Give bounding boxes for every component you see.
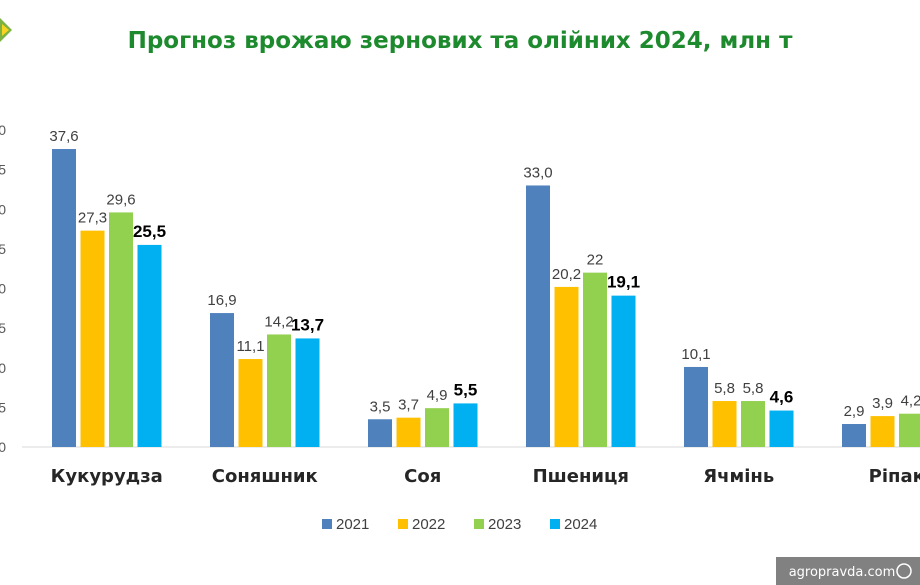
bar-2024 bbox=[611, 295, 636, 447]
bars bbox=[52, 149, 920, 447]
data-labels: 37,6 27,3 29,6 25,5 16,9 11,114,213,7 3,5 3,7 4,… bbox=[49, 128, 920, 420]
data-label: 27,3 bbox=[78, 210, 107, 227]
y-tick-label: 35 bbox=[0, 162, 6, 178]
bar-2024 bbox=[769, 410, 794, 447]
data-label: 3,9 bbox=[872, 395, 893, 412]
data-label: 10,1 bbox=[681, 346, 710, 363]
category-label: Ячмінь bbox=[703, 466, 774, 487]
data-label: 20,2 bbox=[552, 266, 581, 283]
y-axis: 0 5 10 15 20 25 30 35 40 bbox=[0, 122, 6, 455]
data-label: 19,1 bbox=[607, 273, 640, 292]
data-label: 33,0 bbox=[523, 164, 552, 181]
data-label: 14,2 bbox=[264, 313, 293, 330]
watermark-text: agropravda.com bbox=[789, 565, 896, 580]
bar-2022 bbox=[554, 286, 579, 447]
legend-label: 2022 bbox=[412, 516, 445, 533]
bar-2023 bbox=[425, 408, 449, 447]
bar-2024 bbox=[453, 403, 478, 447]
bar-2021 bbox=[368, 419, 392, 447]
y-tick-label: 0 bbox=[0, 439, 6, 455]
data-label: 16,9 bbox=[207, 292, 236, 309]
category-label: Соя bbox=[404, 466, 441, 487]
bar-2022 bbox=[396, 417, 421, 447]
legend-label: 2023 bbox=[488, 516, 521, 533]
data-label: 22 bbox=[587, 252, 604, 269]
y-tick-label: 5 bbox=[0, 399, 6, 415]
data-label: 37,6 bbox=[49, 128, 78, 145]
legend-swatch bbox=[550, 519, 560, 529]
data-label: 3,7 bbox=[398, 397, 419, 414]
data-label: 4,6 bbox=[770, 388, 794, 407]
globe-icon bbox=[896, 563, 912, 579]
data-label: 5,8 bbox=[743, 380, 764, 397]
bar-2022 bbox=[870, 416, 895, 447]
bar-2021 bbox=[210, 313, 234, 447]
legend-label: 2024 bbox=[564, 516, 597, 533]
bar-2021 bbox=[52, 149, 76, 447]
y-tick-label: 30 bbox=[0, 201, 6, 217]
bar-2021 bbox=[526, 185, 550, 447]
data-label: 4,2 bbox=[901, 393, 920, 410]
legend-swatch bbox=[322, 519, 332, 529]
watermark: agropravda.com bbox=[776, 557, 920, 585]
category-label: Соняшник bbox=[212, 466, 318, 487]
legend-swatch bbox=[398, 519, 408, 529]
legend: 2021 2022 2023 2024 bbox=[322, 516, 597, 533]
bar-2023 bbox=[109, 212, 133, 447]
legend-swatch bbox=[474, 519, 484, 529]
legend-label: 2021 bbox=[336, 516, 369, 533]
bar-2022 bbox=[238, 359, 263, 447]
data-label: 5,5 bbox=[454, 380, 478, 399]
data-label: 5,8 bbox=[714, 380, 735, 397]
category-label: Ріпак bbox=[869, 466, 920, 487]
bar-2022 bbox=[712, 401, 737, 447]
data-label: 13,7 bbox=[291, 315, 324, 334]
bar-2024 bbox=[137, 244, 162, 447]
data-label: 4,9 bbox=[427, 387, 448, 404]
bar-2023 bbox=[267, 334, 291, 447]
data-label: 3,5 bbox=[370, 398, 391, 415]
data-label: 29,6 bbox=[106, 191, 135, 208]
data-label: 25,5 bbox=[133, 222, 166, 241]
category-label: Пшениця bbox=[533, 466, 629, 487]
category-labels: Кукурудза Соняшник Соя Пшениця Ячмінь Ріпак bbox=[51, 466, 920, 487]
bar-2023 bbox=[583, 272, 607, 447]
bar-2023 bbox=[741, 401, 765, 447]
chart-title: Прогноз врожаю зернових та олійних 2024,… bbox=[128, 28, 793, 54]
bar-2021 bbox=[684, 366, 708, 447]
y-tick-label: 25 bbox=[0, 241, 6, 257]
logo-icon bbox=[0, 18, 12, 42]
bar-2024 bbox=[295, 338, 320, 447]
bar-2023 bbox=[899, 413, 920, 447]
y-tick-label: 10 bbox=[0, 360, 6, 376]
y-tick-label: 20 bbox=[0, 281, 6, 297]
y-tick-label: 15 bbox=[0, 320, 6, 336]
y-tick-label: 40 bbox=[0, 122, 6, 138]
data-label: 11,1 bbox=[236, 338, 264, 355]
bar-2022 bbox=[80, 230, 105, 447]
data-label: 2,9 bbox=[844, 403, 865, 420]
category-label: Кукурудза bbox=[51, 466, 163, 487]
bar-2021 bbox=[842, 424, 866, 447]
